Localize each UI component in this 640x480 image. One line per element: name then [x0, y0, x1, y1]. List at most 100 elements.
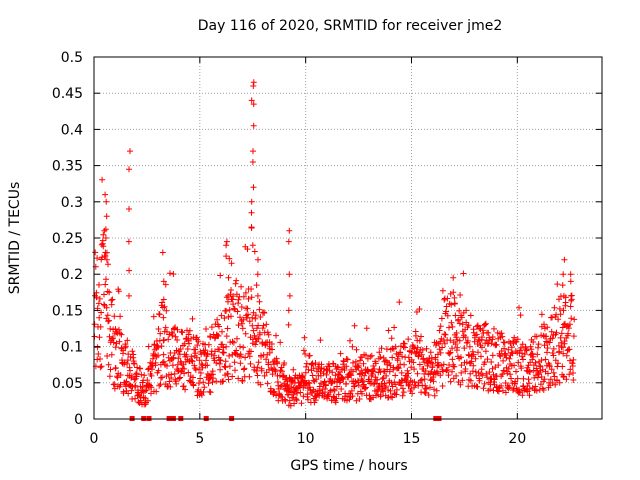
y-tick-label: 0.35 [52, 159, 83, 175]
data-point [103, 276, 109, 283]
data-point [112, 364, 119, 371]
data-point [473, 331, 480, 338]
data-point [220, 378, 227, 385]
data-point [553, 329, 560, 336]
data-point [141, 372, 148, 379]
data-point [261, 309, 267, 316]
data-point [124, 360, 131, 367]
data-point [372, 360, 379, 367]
data-point [94, 255, 101, 262]
data-point [171, 370, 178, 377]
spike-point [561, 256, 568, 263]
data-point [251, 332, 258, 339]
data-point [501, 339, 508, 346]
data-point [209, 371, 216, 378]
data-point [437, 349, 444, 356]
data-point [470, 351, 477, 358]
data-point [239, 378, 246, 384]
data-point [104, 353, 111, 359]
spike-point [103, 256, 110, 263]
y-tick-label: 0.3 [61, 195, 83, 211]
data-point [162, 281, 169, 288]
data-point [160, 358, 167, 365]
data-point [231, 305, 237, 312]
spike-point [250, 83, 257, 89]
data-point [395, 365, 402, 372]
data-point [448, 301, 455, 308]
data-point [533, 387, 540, 394]
data-point [540, 387, 547, 393]
data-point [101, 301, 107, 308]
data-point [474, 383, 481, 390]
data-point [237, 314, 243, 321]
data-point [467, 377, 474, 384]
data-point [527, 343, 534, 350]
spike-point [103, 198, 110, 205]
data-point [563, 376, 570, 383]
data-point [493, 341, 500, 348]
data-point [310, 365, 317, 372]
data-point [391, 324, 398, 331]
data-point [517, 312, 524, 319]
data-point [101, 291, 107, 298]
data-point [134, 364, 141, 371]
data-point [456, 307, 463, 314]
data-point [533, 333, 540, 340]
data-point [570, 370, 576, 376]
data-point [124, 337, 131, 344]
data-point [411, 345, 418, 352]
data-point [420, 355, 427, 362]
chart-title: Day 116 of 2020, SRMTID for receiver jme… [198, 18, 502, 34]
data-point [223, 307, 230, 314]
data-point [252, 315, 259, 322]
data-point [92, 292, 98, 299]
data-point [193, 334, 200, 341]
data-point [102, 281, 109, 288]
data-point [566, 321, 573, 328]
data-point [335, 391, 342, 398]
spike-point [223, 242, 230, 249]
data-point [234, 308, 241, 315]
data-point [258, 365, 265, 372]
data-point [342, 381, 349, 387]
data-point [237, 360, 244, 367]
x-tick-label: 5 [195, 431, 204, 447]
data-point [513, 338, 520, 345]
data-point [230, 301, 237, 308]
data-point [111, 313, 118, 320]
data-point [451, 363, 458, 370]
data-point [197, 375, 204, 382]
data-point [155, 367, 162, 374]
data-point [130, 358, 137, 365]
data-point [366, 376, 373, 383]
data-point [337, 350, 344, 357]
data-point [532, 359, 539, 366]
data-point [217, 366, 224, 373]
spike-point [255, 256, 261, 263]
data-point [187, 378, 194, 385]
data-point [520, 356, 526, 363]
data-point [502, 352, 509, 358]
data-point [233, 277, 240, 284]
data-point [150, 313, 157, 320]
data-point [405, 336, 412, 343]
data-point [482, 348, 489, 355]
data-point [534, 351, 541, 358]
data-point [402, 344, 408, 351]
data-point [209, 379, 216, 386]
data-point [392, 372, 399, 379]
data-point [242, 330, 249, 337]
data-point [117, 372, 124, 378]
spike-point [126, 166, 132, 173]
data-point [393, 386, 400, 393]
data-point [228, 313, 234, 320]
data-point [233, 347, 240, 354]
data-point [554, 281, 561, 288]
data-point [446, 350, 453, 357]
data-point [488, 340, 495, 347]
x-tick-label: 10 [297, 431, 315, 447]
data-point [556, 305, 563, 312]
data-point [347, 337, 353, 344]
data-point [454, 344, 461, 351]
data-point [462, 366, 469, 372]
